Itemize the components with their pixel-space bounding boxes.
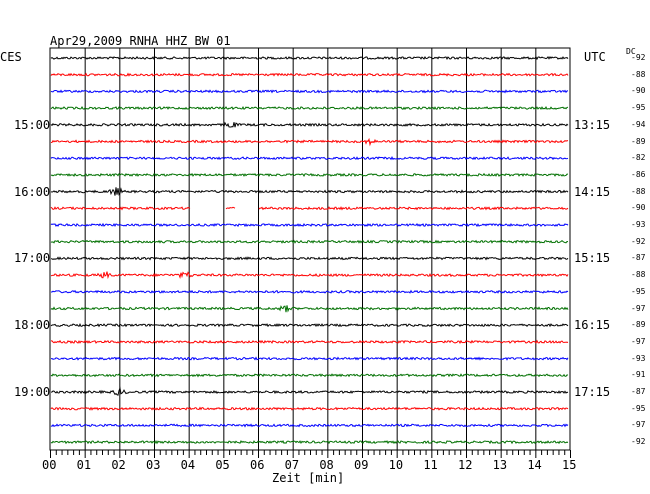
seismic-trace-12 <box>50 256 569 261</box>
dc-offset-label-22: -97 <box>631 420 646 430</box>
dc-offset-label-14: -95 <box>631 286 646 296</box>
x-tick-label-03: 03 <box>146 458 161 472</box>
seismic-trace-19 <box>50 373 569 378</box>
x-axis-label: Zeit [min] <box>272 471 345 485</box>
x-tick-label-00: 00 <box>42 458 57 472</box>
seismic-trace-7 <box>50 172 568 178</box>
x-tick-label-09: 09 <box>354 458 369 472</box>
seismic-trace-1 <box>50 72 569 77</box>
x-tick-label-13: 13 <box>492 458 508 472</box>
x-tick-label-12: 12 <box>458 458 473 472</box>
chart-title: Apr29,2009 RNHA HHZ BW 01 <box>50 34 231 48</box>
left-timezone-label: CES <box>0 50 22 64</box>
dc-header-label: DC <box>626 47 636 56</box>
x-tick-label-02: 02 <box>111 458 126 472</box>
seismic-trace-22 <box>50 423 569 428</box>
seismic-trace-13 <box>50 271 569 280</box>
dc-offset-label-20: -87 <box>631 387 646 396</box>
dc-offset-label-3: -95 <box>631 103 646 113</box>
seismic-trace-6 <box>50 156 569 161</box>
dc-offset-label-21: -95 <box>631 403 646 413</box>
dc-offset-label-9: -90 <box>631 203 646 213</box>
dc-offset-label-16: -89 <box>631 320 646 330</box>
dc-offset-label-15: -97 <box>631 303 646 313</box>
seismic-trace-17 <box>51 339 569 344</box>
dc-offset-label-1: -88 <box>631 69 646 79</box>
seismic-trace-21 <box>50 406 569 411</box>
seismic-trace-18 <box>50 356 569 361</box>
x-tick-label-06: 06 <box>250 458 265 472</box>
seismic-trace-10 <box>50 222 569 228</box>
x-tick-label-15: 15 <box>562 458 577 472</box>
dc-offset-label-11: -92 <box>631 236 646 246</box>
right-time-label: 13:15 <box>574 117 611 132</box>
right-time-label: 15:15 <box>574 251 611 266</box>
left-time-label: 18:00 <box>14 318 51 333</box>
dc-offset-label-4: -94 <box>631 119 646 129</box>
dc-offset-label-5: -89 <box>631 136 646 146</box>
x-tick-label-08: 08 <box>319 458 334 472</box>
dc-offset-label-12: -87 <box>631 253 646 263</box>
seismic-trace-2 <box>50 89 569 94</box>
seismic-trace-23 <box>50 439 569 445</box>
x-tick-label-10: 10 <box>388 458 404 472</box>
x-tick-label-05: 05 <box>215 458 230 472</box>
left-time-label: 16:00 <box>14 184 51 199</box>
seismic-trace-0 <box>50 55 569 61</box>
seismic-trace-16 <box>50 323 569 328</box>
x-tick-label-01: 01 <box>76 458 92 472</box>
seismic-trace-20 <box>50 386 569 396</box>
x-tick-label-04: 04 <box>180 458 196 472</box>
dc-offset-label-18: -93 <box>631 353 646 363</box>
x-tick-label-11: 11 <box>423 458 438 472</box>
dc-offset-label-13: -88 <box>631 270 646 280</box>
right-timezone-label: UTC <box>584 50 606 64</box>
seismic-trace-14 <box>51 289 569 294</box>
seismic-trace-9 <box>50 206 569 211</box>
dc-offset-label-19: -91 <box>631 370 646 380</box>
right-time-label: 17:15 <box>574 385 611 399</box>
seismic-trace-8 <box>50 187 569 196</box>
seismic-trace-15 <box>50 305 569 313</box>
right-time-label: 16:15 <box>574 318 611 333</box>
seismic-trace-11 <box>50 239 569 244</box>
seismic-trace-5 <box>50 137 569 147</box>
dc-offset-label-2: -90 <box>631 86 646 96</box>
dc-offset-label-17: -97 <box>631 336 646 346</box>
dc-offset-label-10: -93 <box>631 220 646 229</box>
dc-offset-label-8: -88 <box>631 186 646 196</box>
left-time-label: 17:00 <box>14 251 51 266</box>
x-tick-label-07: 07 <box>284 458 300 472</box>
left-time-label: 15:00 <box>14 117 51 132</box>
dc-offset-label-0: -92 <box>631 53 646 62</box>
x-tick-label-14: 14 <box>527 458 542 472</box>
right-time-label: 14:15 <box>574 184 611 199</box>
seismic-trace-3 <box>50 105 569 111</box>
seismic-trace-4 <box>50 121 569 128</box>
left-time-label: 19:00 <box>14 385 51 399</box>
dc-offset-label-7: -86 <box>631 169 646 179</box>
dc-offset-label-6: -82 <box>631 153 646 163</box>
dc-offset-label-23: -92 <box>631 437 646 447</box>
